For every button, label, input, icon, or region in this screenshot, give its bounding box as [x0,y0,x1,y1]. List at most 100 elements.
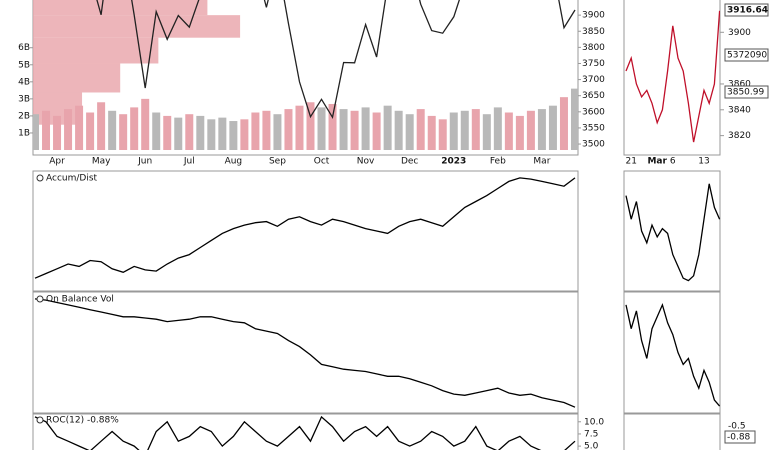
price-area [33,0,578,150]
volume-bar [86,112,95,150]
x-tick-label: Dec [401,157,418,167]
volume-bar [526,110,535,150]
panel-title: On Balance Vol [46,295,114,305]
price-tick-label: 3750 [582,59,605,69]
mini-roc-tick-label: -0.5 [728,422,746,432]
roc-last-label: -0.88 [727,433,751,443]
volume-bar [493,107,502,150]
volume-bar [306,102,315,150]
volume-bar [284,109,293,150]
volume-bar [251,112,260,150]
volume-bar [64,109,73,150]
volume-bar [141,98,150,150]
volume-bar [482,114,491,150]
value-box-label: 5372090 [727,51,767,61]
volume-bar [460,110,469,150]
mini-x-tick-label: 6 [670,157,676,167]
volume-by-price-bar [33,0,208,16]
price-tick-label: 3850 [582,27,605,37]
volume-bar [372,112,381,150]
volume-bar [53,115,62,150]
volume-bar [317,107,326,150]
legend-icon [36,174,44,182]
volume-bar [339,109,348,150]
volume-bar [438,119,447,150]
x-tick-label: Mar [533,157,550,167]
panel-title: ROC(12) -0.88% [46,416,119,426]
x-tick-label: 2023 [441,157,466,167]
panel-title: Accum/Dist [46,174,98,184]
x-tick-label: Jul [183,157,195,167]
volume-bar [548,105,557,150]
volume-bar [240,119,249,150]
volume-bar [394,110,403,150]
volume-bar [108,110,117,150]
mini-x-tick-label: Mar [647,157,667,167]
legend-icon [36,416,44,424]
volume-bar [185,114,194,150]
volume-bar [196,115,205,150]
volume-bar [262,110,271,150]
volume-bar [75,105,84,150]
mini-ad-frame [623,170,721,292]
volume-by-price-bar [33,63,121,93]
x-tick-label: May [92,157,111,167]
ad-frame [32,170,579,292]
volume-by-price-bar [33,37,159,64]
volume-bar [229,121,238,150]
volume-bar [537,109,546,150]
volume-tick-label: 2B [18,111,30,121]
roc-tick-label: 10.0 [584,417,604,427]
mini-price-tick-label: 3860 [728,79,751,89]
volume-bar [130,107,139,150]
volume-bar [119,114,128,150]
volume-bar [273,114,282,150]
mini-roc-frame [623,413,721,450]
x-tick-label: Aug [225,157,243,167]
roc-last-box [724,430,756,444]
price-tick-label: 3550 [582,123,605,133]
x-tick-label: Sep [269,157,286,167]
value-box [724,48,769,62]
mini-price-line [625,10,720,143]
mini-obv-frame [623,291,721,414]
volume-bar [328,103,337,150]
indicator-line [34,177,576,279]
price-tick-label: 3600 [582,107,605,117]
volume-bar [405,114,414,150]
volume-tick-label: 5B [18,60,30,70]
value-box-label: 3850.99 [727,88,764,98]
mini-obv-line [625,302,721,407]
x-tick-label: Apr [49,157,65,167]
obv-frame [32,291,579,414]
volume-bar [174,117,183,150]
volume-bar [207,119,216,150]
x-tick-label: Jun [137,157,152,167]
price-tick-label: 3800 [582,43,605,53]
x-tick-label: Feb [490,157,506,167]
volume-bar [350,110,359,150]
mini-x-tick-label: 13 [698,157,709,167]
volume-bar [449,112,458,150]
volume-bar [383,105,392,150]
volume-bar [361,107,370,150]
volume-tick-label: 4B [18,77,30,87]
volume-bar [570,88,578,150]
volume-tick-label: 3B [18,94,30,104]
indicator-line [34,415,576,450]
price-line [96,0,576,120]
mini-price-tick-label: 3840 [728,105,751,115]
volume-bar [42,110,51,150]
roc-tick-label: 7.5 [584,429,598,439]
volume-bar [427,115,436,150]
mini-x-tick-label: 21 [625,157,636,167]
legend-icon [36,295,44,303]
mini-ad-line [625,183,721,282]
value-box [724,3,769,17]
x-tick-label: Nov [357,157,375,167]
volume-bar [504,112,513,150]
value-box [724,85,769,99]
mini-price-tick-label: 3900 [728,28,751,38]
volume-bar [295,105,304,150]
